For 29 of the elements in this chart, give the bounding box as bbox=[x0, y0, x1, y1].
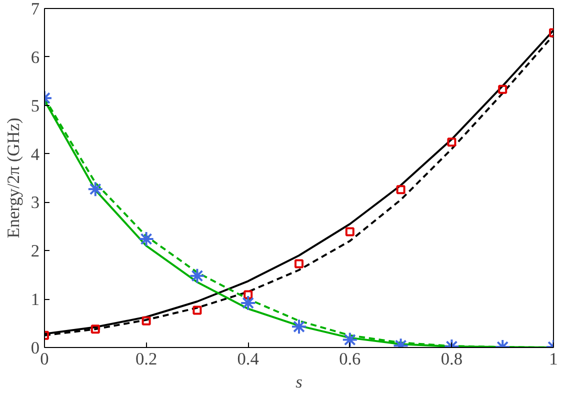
y-tick-label: 6 bbox=[30, 48, 40, 67]
point bbox=[342, 332, 358, 348]
point bbox=[138, 231, 154, 248]
point bbox=[240, 294, 256, 311]
x-tick-label: 0.2 bbox=[135, 350, 158, 368]
point bbox=[345, 227, 354, 236]
y-tick-label: 2 bbox=[30, 242, 40, 261]
point bbox=[244, 290, 253, 300]
point bbox=[90, 324, 100, 334]
point bbox=[294, 259, 304, 268]
x-tick-label: 0.6 bbox=[339, 350, 362, 368]
y-tick-label: 3 bbox=[30, 193, 40, 212]
y-tick-label: 5 bbox=[30, 96, 40, 116]
x-tick-label: 0.8 bbox=[440, 350, 463, 368]
x-axis-title: s bbox=[296, 372, 303, 392]
y-tick-label: 4 bbox=[30, 144, 40, 164]
y-axis-title: Energy/2π (GHz) bbox=[4, 118, 23, 238]
point bbox=[189, 268, 206, 284]
point bbox=[447, 138, 456, 147]
point bbox=[142, 316, 151, 326]
point bbox=[192, 306, 202, 315]
point bbox=[87, 181, 104, 198]
point bbox=[396, 185, 406, 194]
x-tick-label: 1 bbox=[549, 350, 558, 368]
point bbox=[498, 84, 508, 94]
y-tick-label: 7 bbox=[30, 0, 40, 18]
y-tick-label: 1 bbox=[30, 290, 40, 310]
point bbox=[291, 318, 307, 335]
x-tick-label: 0.4 bbox=[237, 350, 260, 368]
